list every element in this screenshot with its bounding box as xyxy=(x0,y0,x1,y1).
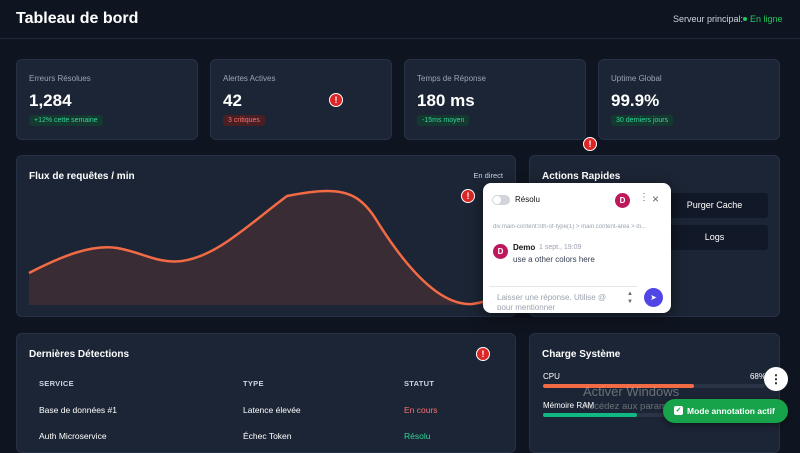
action-button[interactable]: Logs xyxy=(661,225,768,250)
stat-card: Uptime Global 99.9% 30 derniers jours xyxy=(598,59,780,140)
column-header: SERVICE xyxy=(39,379,74,388)
status-cell: Résolu xyxy=(404,431,431,441)
stat-card: Erreurs Résolues 1,284 +12% cette semaine xyxy=(16,59,198,140)
panel-title: Flux de requêtes / min xyxy=(29,171,135,182)
comment-avatar: D xyxy=(493,244,508,259)
comment-popup: Résolu D ⋮ × div.main-content:nth-of-typ… xyxy=(483,183,671,313)
floating-menu[interactable]: ⋮ xyxy=(764,367,788,391)
comment-author: Demo xyxy=(513,243,536,252)
send-button[interactable]: ➤ xyxy=(644,288,663,307)
alert-icon[interactable]: ! xyxy=(461,189,475,203)
panel-title: Charge Système xyxy=(542,349,621,360)
action-button[interactable]: Purger Cache xyxy=(661,193,768,218)
metric-track xyxy=(543,413,765,417)
cell: Auth Microservice xyxy=(39,431,107,441)
more-menu[interactable]: ⋮ xyxy=(639,192,649,203)
stat-card: Alertes Actives 42 3 critiques xyxy=(210,59,392,140)
column-header: STATUT xyxy=(404,379,435,388)
reply-input[interactable]: Laisser une réponse. Utilise @ pour ment… xyxy=(489,286,637,310)
stat-label: Erreurs Résolues xyxy=(29,74,91,83)
stat-label: Alertes Actives xyxy=(223,74,276,83)
cpu-bar xyxy=(543,384,694,388)
toggle-label: Résolu xyxy=(515,195,540,204)
alert-icon[interactable]: ! xyxy=(329,93,343,107)
cell: Échec Token xyxy=(243,431,292,441)
avatar: D xyxy=(615,193,630,208)
panel-title: Dernières Détections xyxy=(29,349,130,360)
metric-label: CPU xyxy=(543,372,560,381)
stat-badge: +12% cette semaine xyxy=(29,115,103,126)
column-header: TYPE xyxy=(243,379,264,388)
metric-value: 68% xyxy=(749,372,766,381)
ram-bar xyxy=(543,413,637,417)
header: Tableau de bord Serveur principal: En li… xyxy=(0,0,800,39)
metric-label: Mémoire RAM xyxy=(543,401,595,410)
wave-chart xyxy=(28,189,515,306)
stat-value: 1,284 xyxy=(29,91,72,110)
annotation-badge[interactable]: ✓ Mode annotation actif xyxy=(663,399,788,423)
wave-line xyxy=(28,189,515,306)
chart-panel: Flux de requêtes / min En direct xyxy=(16,155,516,317)
alert-icon[interactable]: ! xyxy=(583,137,597,151)
cell: Base de données #1 xyxy=(39,405,117,415)
stat-card: Temps de Réponse 180 ms -15ms moyen xyxy=(404,59,586,140)
stat-value: 99.9% xyxy=(611,91,660,110)
alert-icon[interactable]: ! xyxy=(476,347,490,361)
live-badge: En direct xyxy=(473,171,503,180)
comment-text: use a other colors here xyxy=(513,255,595,264)
server-status: En ligne xyxy=(750,14,783,24)
status-cell: En cours xyxy=(404,405,438,415)
annotation-label: Mode annotation actif xyxy=(687,406,775,416)
wave-area xyxy=(29,191,515,305)
cell: Latence élevée xyxy=(243,405,301,415)
panel-title: Actions Rapides xyxy=(542,171,621,182)
metric-track xyxy=(543,384,765,388)
resolve-toggle[interactable] xyxy=(492,195,510,205)
page-title: Tableau de bord xyxy=(16,10,139,27)
stat-value: 180 ms xyxy=(417,91,475,110)
comment-date: 1 sept., 19:09 xyxy=(539,244,582,251)
selector-path: div.main-content:nth-of-type(1) > main.c… xyxy=(493,224,646,230)
system-panel: Charge Système CPU 68% Mémoire RAM xyxy=(529,333,780,453)
reply-placeholder: Laisser une réponse. Utilise @ pour ment… xyxy=(497,293,607,310)
close-button[interactable]: × xyxy=(652,192,660,206)
watermark-title: Activer Windows xyxy=(583,384,680,399)
detections-panel: Dernières Détections SERVICE TYPE STATUT… xyxy=(16,333,516,453)
stat-label: Temps de Réponse xyxy=(417,74,486,83)
stat-badge: -15ms moyen xyxy=(417,115,470,126)
stat-label: Uptime Global xyxy=(611,74,662,83)
server-label: Serveur principal: xyxy=(673,14,744,24)
stat-value: 42 xyxy=(223,91,242,110)
status-dot xyxy=(743,17,747,21)
stat-badge: 3 critiques xyxy=(223,115,265,126)
stat-badge: 30 derniers jours xyxy=(611,115,674,126)
